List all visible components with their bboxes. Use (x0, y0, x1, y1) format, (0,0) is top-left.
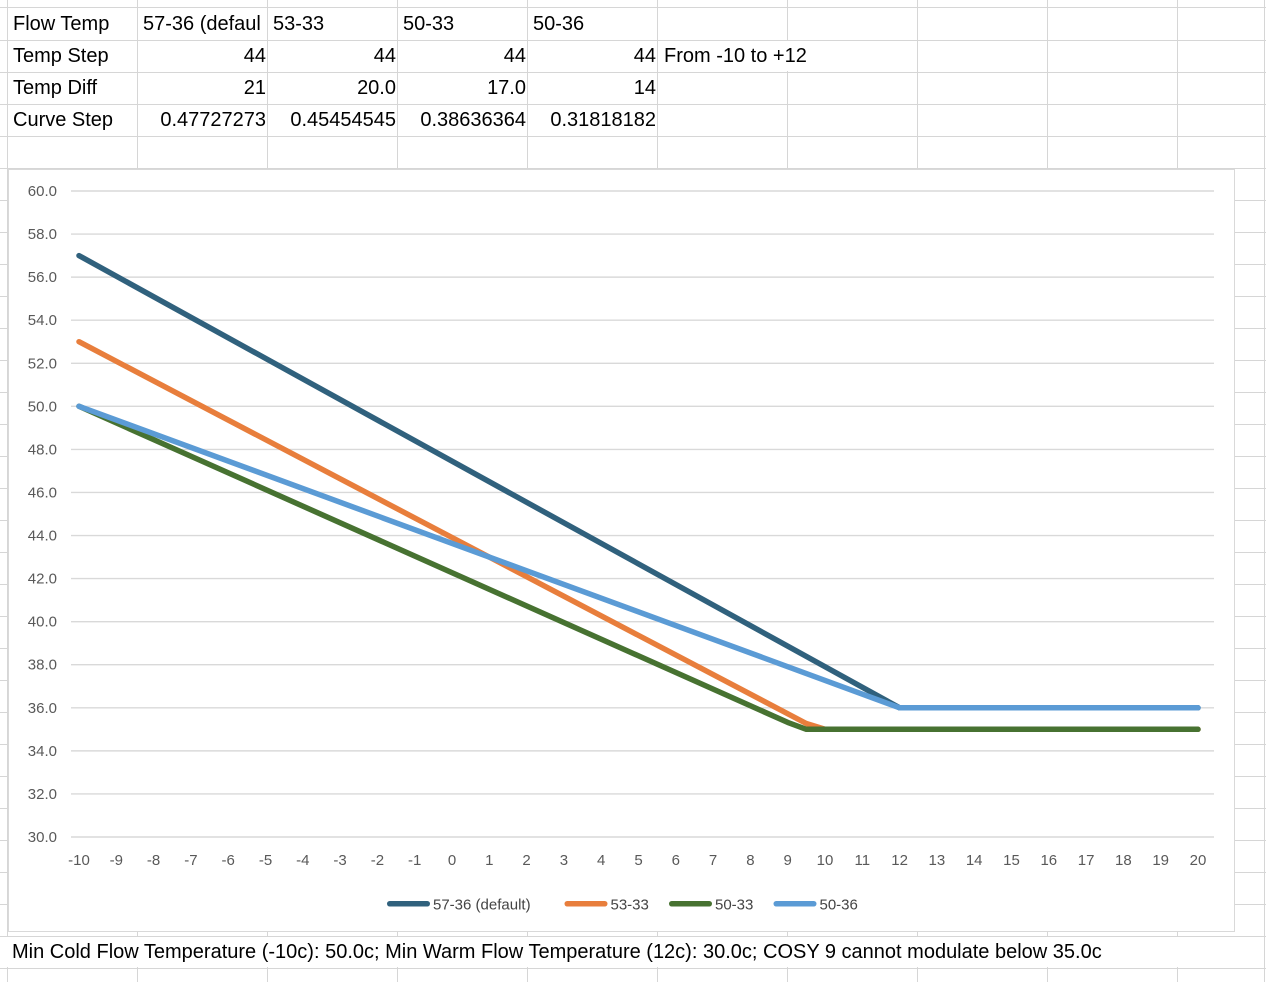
x-axis-label: 17 (1078, 852, 1095, 869)
cell-label-temp-step[interactable]: Temp Step (13, 45, 109, 67)
cell-bottom-note[interactable]: Min Cold Flow Temperature (-10c): 50.0c;… (1, 937, 1241, 967)
cell-label-temp-diff[interactable]: Temp Diff (13, 77, 98, 99)
x-axis-label: -1 (408, 852, 421, 869)
x-axis-label: 9 (784, 852, 792, 869)
flow-temp-chart[interactable]: 30.0 32.0 34.0 36.0 38.0 40.0 42.0 44.0 46.0 48.0… (8, 169, 1235, 932)
legend-label[interactable]: 57-36 (default) (433, 897, 531, 914)
cell-temp-diff-col1[interactable]: 21 (243, 77, 266, 99)
cell-temp-diff-col2[interactable]: 20.0 (357, 77, 396, 99)
cell-temp-step-col2[interactable]: 44 (373, 45, 396, 67)
cell-temp-step-col4[interactable]: 44 (633, 45, 656, 67)
x-axis-label: 7 (709, 852, 717, 869)
x-axis-label: -5 (259, 852, 272, 869)
cell-temp-step-range-note[interactable]: From -10 to +12 (658, 41, 916, 71)
x-axis-label: -9 (110, 852, 123, 869)
y-axis-label: 32.0 (28, 786, 57, 803)
x-axis-label: 16 (1040, 852, 1057, 869)
x-axis-label: 11 (855, 852, 871, 869)
y-axis-label: 54.0 (28, 312, 57, 329)
x-axis-label: 8 (746, 852, 754, 869)
x-axis-label: 6 (672, 852, 680, 869)
x-axis-label: 12 (891, 852, 908, 869)
series-line-50-36[interactable] (76, 403, 1201, 711)
x-axis-label: -10 (68, 852, 90, 869)
cell-flow-temp-col4[interactable]: 50-36 (533, 13, 585, 35)
x-axis-label: -2 (371, 852, 384, 869)
y-axis-label: 42.0 (28, 571, 57, 588)
flow-temp-chart-canvas: 30.0 32.0 34.0 36.0 38.0 40.0 42.0 44.0 46.0 48.0… (28, 183, 1214, 914)
y-axis-label: 50.0 (28, 398, 57, 415)
x-axis-label: 3 (560, 852, 568, 869)
cell-label-flow-temp[interactable]: Flow Temp (13, 13, 110, 35)
cell-curve-step-col1[interactable]: 0.47727273 (160, 109, 266, 131)
series-line-50-33[interactable] (76, 403, 1201, 733)
y-axis-label: 52.0 (28, 355, 57, 372)
y-axis-label: 44.0 (28, 528, 57, 545)
x-axis-label: -3 (333, 852, 346, 869)
x-axis-label: 4 (597, 852, 605, 869)
y-axis-label: 34.0 (28, 743, 57, 760)
y-axis-label: 60.0 (28, 183, 57, 200)
cell-curve-step-col2[interactable]: 0.45454545 (290, 109, 396, 131)
cell-label-curve-step[interactable]: Curve Step (13, 109, 114, 131)
y-axis-label: 30.0 (28, 829, 57, 846)
cell-temp-diff-col3[interactable]: 17.0 (487, 77, 526, 99)
legend-swatch[interactable] (669, 901, 712, 907)
x-axis-label: -7 (184, 852, 197, 869)
y-axis-label: 48.0 (28, 441, 57, 458)
x-axis-label: 2 (522, 852, 530, 869)
x-axis-label: -4 (296, 852, 309, 869)
x-axis-label: 15 (1003, 852, 1020, 869)
y-axis-label: 56.0 (28, 269, 57, 286)
x-axis-label: 0 (448, 852, 456, 869)
legend-swatch[interactable] (564, 901, 608, 907)
y-axis-label: 36.0 (28, 700, 57, 717)
cell-temp-diff-col4[interactable]: 14 (633, 77, 656, 99)
cell-temp-step-col1[interactable]: 44 (243, 45, 266, 67)
x-axis-label: 10 (817, 852, 834, 869)
legend-swatch[interactable] (773, 901, 817, 907)
cell-curve-step-col4[interactable]: 0.31818182 (550, 109, 656, 131)
legend-label[interactable]: 53-33 (611, 897, 649, 914)
cell-curve-step-col3[interactable]: 0.38636364 (420, 109, 526, 131)
cell-flow-temp-col3[interactable]: 50-33 (403, 13, 455, 35)
x-axis-label: 18 (1115, 852, 1132, 869)
y-axis-label: 38.0 (28, 657, 57, 674)
legend-swatch[interactable] (387, 901, 430, 907)
legend-label[interactable]: 50-36 (820, 897, 858, 914)
y-axis-label: 46.0 (28, 484, 57, 501)
x-axis-label: 20 (1190, 852, 1207, 869)
legend-label[interactable]: 50-33 (715, 897, 753, 914)
x-axis-label: 14 (966, 852, 983, 869)
x-axis-label: 13 (929, 852, 946, 869)
x-axis-label: 5 (634, 852, 642, 869)
x-axis-label: 1 (485, 852, 493, 869)
y-axis-label: 40.0 (28, 614, 57, 631)
x-axis-label: -8 (147, 852, 160, 869)
cell-temp-step-col3[interactable]: 44 (503, 45, 526, 67)
cell-flow-temp-col2[interactable]: 53-33 (273, 13, 325, 35)
x-axis-label: -6 (222, 852, 235, 869)
y-axis-label: 58.0 (28, 226, 57, 243)
x-axis-label: 19 (1152, 852, 1169, 869)
cell-flow-temp-col1[interactable]: 57-36 (defaul (143, 13, 261, 35)
